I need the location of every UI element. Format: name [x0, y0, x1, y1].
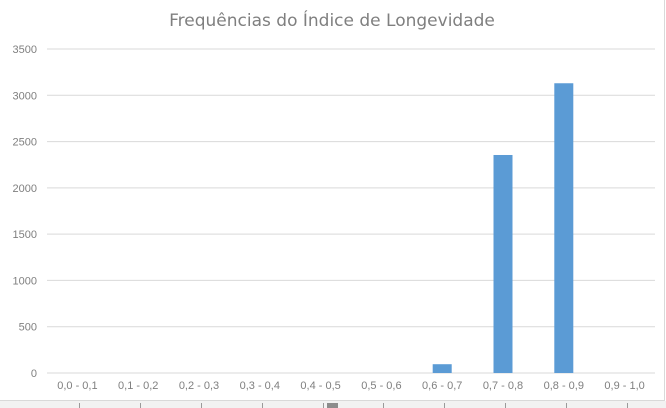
x-tick-label: 0,3 - 0,4	[240, 380, 280, 392]
bar[interactable]	[432, 364, 452, 373]
edge-tick	[262, 403, 263, 408]
edge-tick	[79, 403, 80, 408]
edge-tick	[383, 403, 384, 408]
bar[interactable]	[554, 83, 574, 373]
edge-tick	[201, 403, 202, 408]
edge-tick	[140, 403, 141, 408]
edge-tick	[566, 403, 567, 408]
x-tick-label: 0,7 - 0,8	[483, 380, 523, 392]
x-tick-label: 0,8 - 0,9	[544, 380, 584, 392]
bars	[432, 83, 574, 373]
y-tick-label: 3500	[13, 44, 37, 56]
y-tick-label: 0	[31, 368, 37, 380]
y-axis-tick-labels: 0 500 1000 1500 2000 2500 3000 3500	[13, 44, 37, 380]
gridlines	[47, 48, 655, 374]
x-tick-label: 0,5 - 0,6	[361, 380, 401, 392]
edge-tick	[627, 403, 628, 408]
x-tick-label: 0,0 - 0,1	[57, 380, 97, 392]
x-axis-tick-labels: 0,0 - 0,1 0,1 - 0,2 0,2 - 0,3 0,3 - 0,4 0,4 …	[57, 380, 645, 392]
x-tick-label: 0,2 - 0,3	[179, 380, 219, 392]
y-tick-label: 1000	[13, 275, 37, 287]
chart-resize-handle[interactable]	[327, 403, 338, 408]
x-tick-label: 0,6 - 0,7	[422, 380, 462, 392]
edge-tick	[505, 403, 506, 408]
chart-title: Frequências do Índice de Longevidade	[169, 9, 495, 31]
edge-tick	[323, 403, 324, 408]
edge-tick	[444, 403, 445, 408]
y-tick-label: 3000	[13, 90, 37, 102]
bar[interactable]	[493, 154, 513, 373]
y-tick-label: 1500	[13, 229, 37, 241]
x-tick-label: 0,9 - 1,0	[604, 380, 644, 392]
y-tick-label: 500	[19, 322, 37, 334]
x-tick-label: 0,4 - 0,5	[300, 380, 340, 392]
y-tick-label: 2500	[13, 137, 37, 149]
y-tick-label: 2000	[13, 183, 37, 195]
x-tick-label: 0,1 - 0,2	[118, 380, 158, 392]
